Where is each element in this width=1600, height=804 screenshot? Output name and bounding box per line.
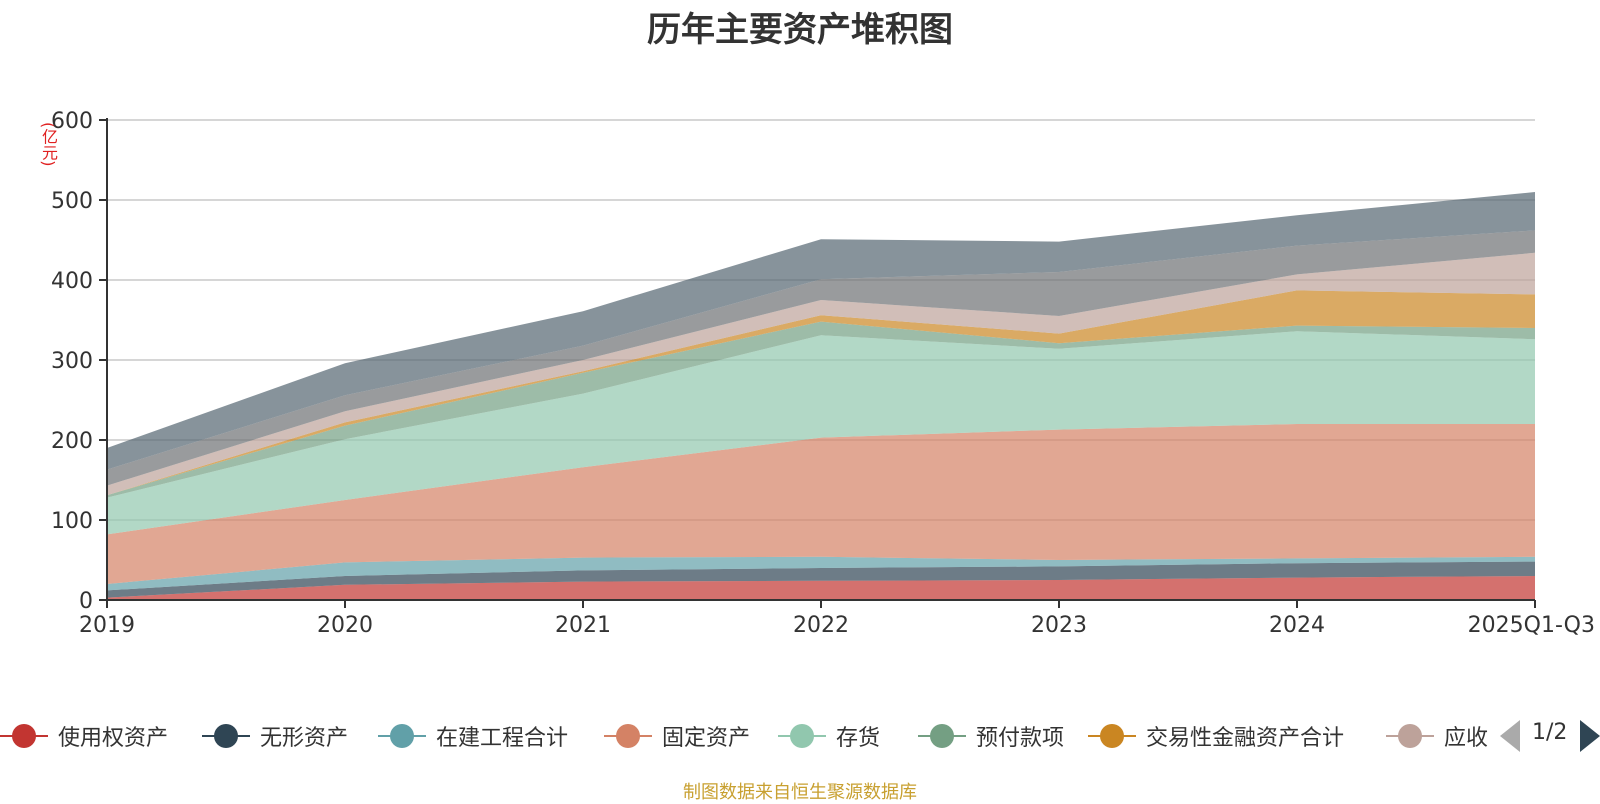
y-axis-unit-label: (亿元) <box>39 122 58 167</box>
x-tick-label: 2023 <box>1031 613 1087 638</box>
area-series-7 <box>107 290 1535 496</box>
y-tick-label: 600 <box>51 109 93 134</box>
legend-label: 预付款项 <box>976 726 1065 751</box>
legend-marker-icon <box>0 722 48 750</box>
legend-item[interactable]: 在建工程合计 <box>378 716 568 756</box>
x-tick-label: 2021 <box>555 613 611 638</box>
legend-label: 存货 <box>836 726 881 751</box>
area-series-8 <box>107 252 1535 496</box>
legend-marker-icon <box>778 722 826 750</box>
area-series-3 <box>107 556 1535 591</box>
x-tick-label: 2025Q1-Q3 <box>1468 613 1595 638</box>
legend-label: 无形资产 <box>260 726 349 751</box>
legend-label: 交易性金融资产合计 <box>1146 726 1345 751</box>
legend-item[interactable]: 存货 <box>778 716 880 756</box>
legend-marker-icon <box>378 722 426 750</box>
area-series-9 <box>107 230 1535 486</box>
chart-title: 历年主要资产堆积图 <box>647 10 953 50</box>
y-tick-label: 0 <box>79 589 93 614</box>
legend-label: 固定资产 <box>662 726 751 751</box>
x-tick-label: 2024 <box>1269 613 1325 638</box>
area-series-5 <box>107 331 1535 535</box>
data-source-note: 制图数据来自恒生聚源数据库 <box>683 782 917 803</box>
legend-marker-icon <box>1088 722 1136 750</box>
legend-label: 在建工程合计 <box>436 726 569 751</box>
legend-marker-icon <box>604 722 652 750</box>
y-tick-label: 100 <box>51 509 93 534</box>
legend-item[interactable]: 预付款项 <box>918 716 1064 756</box>
legend-label: 应收 <box>1444 726 1489 751</box>
area-series-1 <box>107 576 1535 600</box>
y-tick-label: 300 <box>51 349 93 374</box>
legend-page-indicator: 1/2 <box>1532 720 1568 745</box>
legend-item[interactable]: 使用权资产 <box>0 716 168 756</box>
area-series-2 <box>107 561 1535 598</box>
legend-pager: 1/2 <box>1500 716 1600 756</box>
legend-marker-icon <box>202 722 250 750</box>
legend-item[interactable]: 无形资产 <box>202 716 348 756</box>
y-tick-label: 500 <box>51 189 93 214</box>
legend-marker-icon <box>1386 722 1434 750</box>
x-tick-label: 2020 <box>317 613 373 638</box>
legend-item[interactable]: 交易性金融资产合计 <box>1088 716 1344 756</box>
legend-item[interactable]: 固定资产 <box>604 716 750 756</box>
y-tick-label: 400 <box>51 269 93 294</box>
legend-label: 使用权资产 <box>58 726 169 751</box>
legend: 使用权资产 无形资产 在建工程合计 固定资产 存货 预付款项 交易性金融资产合计 应收 <box>0 716 1600 756</box>
area-series-10 <box>107 192 1535 470</box>
x-tick-label: 2022 <box>793 613 849 638</box>
area-series-4 <box>107 424 1535 584</box>
legend-marker-icon <box>918 722 966 750</box>
legend-next-page-icon[interactable] <box>1580 720 1600 752</box>
y-tick-label: 200 <box>51 429 93 454</box>
legend-item[interactable]: 应收 <box>1386 716 1496 756</box>
x-tick-label: 2019 <box>79 613 135 638</box>
legend-prev-page-icon[interactable] <box>1500 720 1520 752</box>
